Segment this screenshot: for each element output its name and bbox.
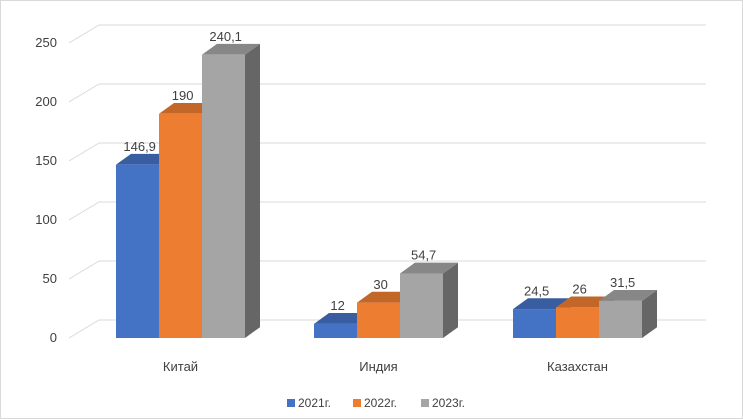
y-tick-label: 150	[35, 153, 57, 168]
data-label: 26	[572, 282, 586, 297]
data-label: 12	[330, 298, 344, 313]
data-labels: 146,9 190 240,1 12 30 54,7 24,5 26 31,5	[123, 29, 635, 313]
y-tick-label: 250	[35, 35, 57, 50]
data-label: 30	[373, 277, 387, 292]
legend-label: 2021г.	[298, 396, 331, 410]
legend-item: 2023г.	[421, 396, 465, 410]
y-tick-label: 50	[43, 271, 57, 286]
category-label: Индия	[359, 359, 397, 374]
data-label: 240,1	[209, 29, 242, 44]
category-label: Китай	[163, 359, 198, 374]
data-label: 190	[172, 88, 194, 103]
legend-swatch	[421, 399, 429, 407]
gridline-diagonal	[68, 83, 100, 103]
y-tick-label: 200	[35, 94, 57, 109]
y-tick-label: 0	[50, 330, 57, 345]
gridline-diagonal	[68, 24, 100, 44]
data-label: 146,9	[123, 139, 156, 154]
category-labels: Китай Индия Казахстан	[163, 359, 608, 374]
bar	[202, 43, 260, 339]
data-label: 54,7	[411, 248, 436, 263]
gridline-diagonal	[68, 319, 100, 339]
y-axis-ticks: 0 50 100 150 200 250	[35, 35, 57, 345]
data-label: 31,5	[610, 275, 635, 290]
gridline-diagonal	[68, 201, 100, 221]
legend-label: 2022г.	[364, 396, 397, 410]
bar	[599, 290, 657, 338]
legend-swatch	[287, 399, 295, 407]
y-tick-label: 100	[35, 212, 57, 227]
legend-swatch	[353, 399, 361, 407]
legend-label: 2023г.	[432, 396, 465, 410]
bar	[400, 262, 458, 338]
legend-item: 2022г.	[353, 396, 397, 410]
bars	[116, 43, 657, 339]
legend-item: 2021г.	[287, 396, 331, 410]
gridline-diagonal	[68, 142, 100, 162]
legend: 2021г. 2022г. 2023г.	[287, 396, 465, 410]
gridline-diagonal	[68, 260, 100, 280]
data-label: 24,5	[524, 283, 549, 298]
category-label: Казахстан	[547, 359, 608, 374]
